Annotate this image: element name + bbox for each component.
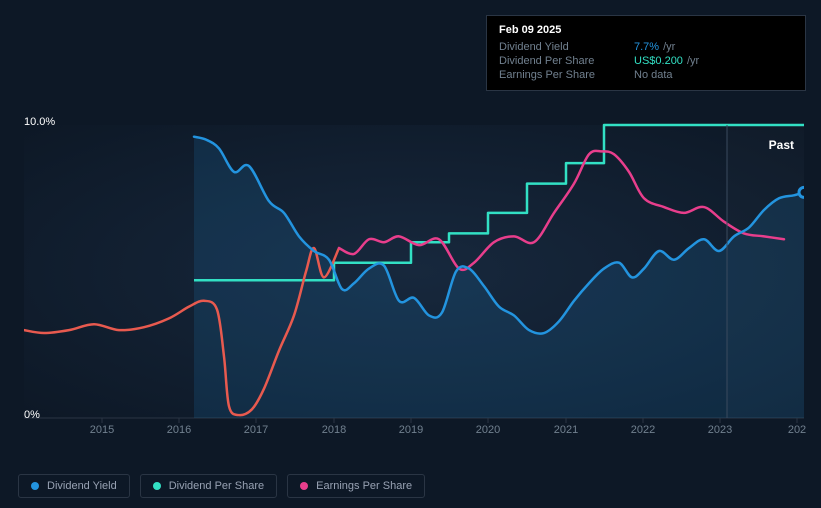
tooltip-value: 7.7% [634, 41, 659, 53]
legend-dot [153, 482, 161, 490]
tooltip-row: Dividend Yield7.7% /yr [499, 40, 793, 54]
x-axis-label: 2019 [399, 424, 423, 436]
tooltip-value: No data [634, 69, 673, 81]
x-axis-label: 2022 [631, 424, 655, 436]
x-axis-label: 2015 [90, 424, 114, 436]
tooltip-value: US$0.200 [634, 55, 683, 67]
x-axis-label: 2023 [708, 424, 732, 436]
x-axis-label: 2017 [244, 424, 268, 436]
tooltip-unit: /yr [663, 41, 675, 53]
legend-item[interactable]: Dividend Yield [18, 474, 130, 498]
x-axis-label: 2018 [322, 424, 346, 436]
x-axis-label: 202 [788, 424, 806, 436]
legend-item[interactable]: Dividend Per Share [140, 474, 277, 498]
tooltip-label: Dividend Yield [499, 41, 634, 53]
tooltip-date: Feb 09 2025 [499, 24, 793, 36]
x-axis-label: 2021 [554, 424, 578, 436]
x-axis-label: 2020 [476, 424, 500, 436]
x-axis-label: 2016 [167, 424, 191, 436]
y-axis-max: 10.0% [24, 116, 55, 128]
legend: Dividend Yield Dividend Per Share Earnings… [18, 474, 425, 498]
tooltip-row: Earnings Per ShareNo data [499, 68, 793, 82]
legend-dot [300, 482, 308, 490]
legend-label: Dividend Per Share [169, 480, 264, 492]
legend-label: Earnings Per Share [316, 480, 412, 492]
tooltip-label: Dividend Per Share [499, 55, 634, 67]
y-axis-min: 0% [24, 409, 40, 421]
tooltip-row: Dividend Per ShareUS$0.200/yr [499, 54, 793, 68]
tooltip-label: Earnings Per Share [499, 69, 634, 81]
tooltip-unit: /yr [687, 55, 699, 67]
legend-dot [31, 482, 39, 490]
tooltip: Feb 09 2025 Dividend Yield7.7%/yrDividen… [486, 15, 806, 91]
past-label: Past [769, 138, 794, 152]
legend-item[interactable]: Earnings Per Share [287, 474, 425, 498]
legend-label: Dividend Yield [47, 480, 117, 492]
